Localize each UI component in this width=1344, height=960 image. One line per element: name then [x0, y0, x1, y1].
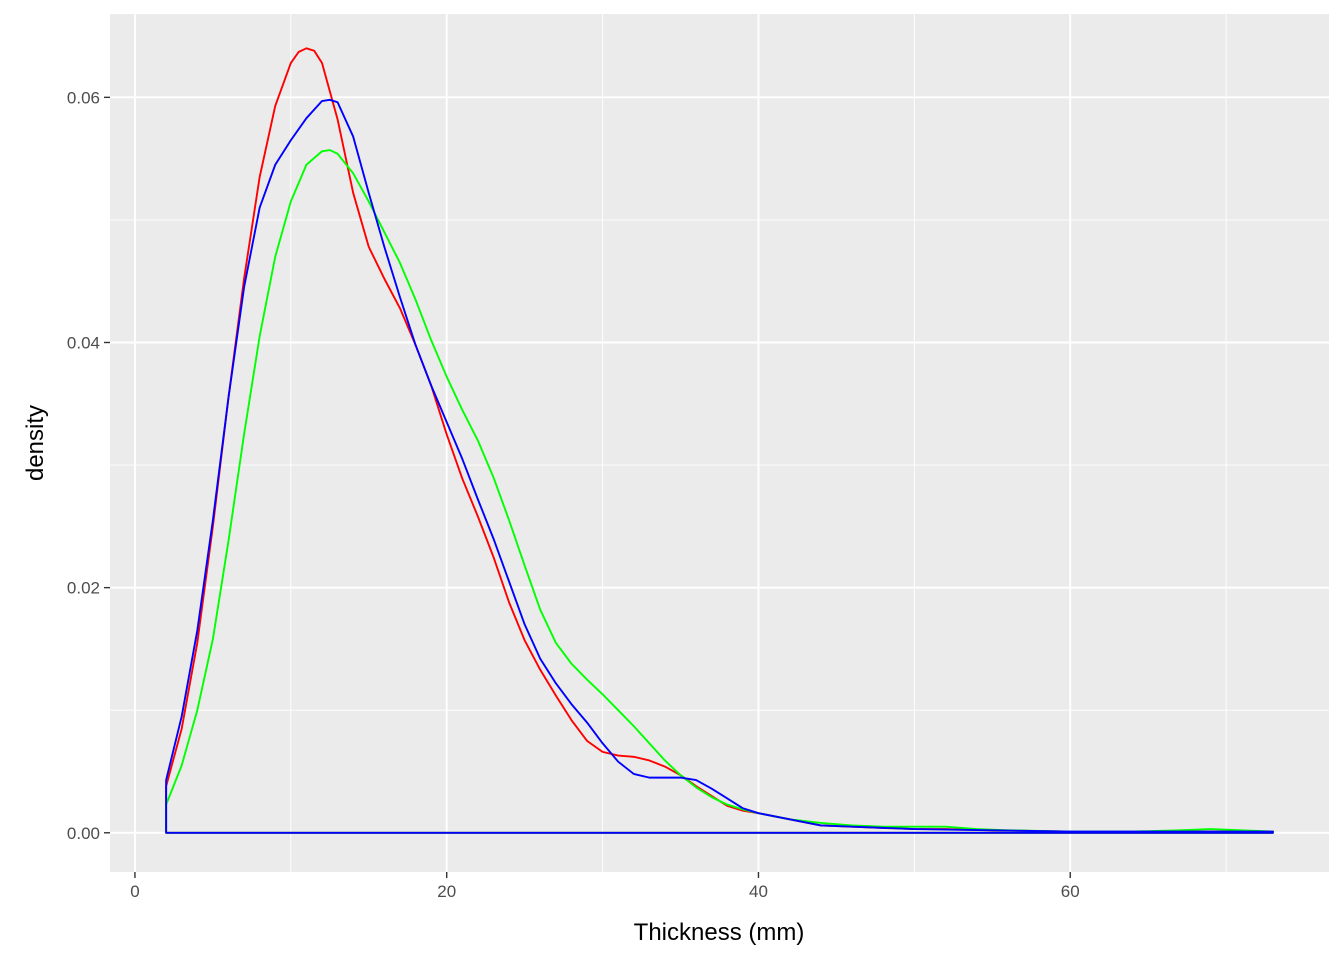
panel-background [110, 14, 1329, 872]
x-tick-label: 40 [749, 882, 768, 901]
y-tick-label: 0.04 [67, 333, 100, 352]
x-tick-label: 20 [437, 882, 456, 901]
density-series-2 [165, 149, 1274, 834]
x-axis-title: Thickness (mm) [634, 919, 805, 946]
y-axis-title: density [22, 405, 49, 481]
minor-gridlines [110, 14, 1329, 872]
x-axis: 0 20 40 60 [130, 872, 1080, 901]
series-lines [165, 47, 1274, 834]
density-series-3 [165, 98, 1274, 834]
y-axis: 0.00 0.02 0.04 0.06 [67, 88, 110, 843]
x-tick-label: 0 [130, 882, 139, 901]
x-tick-label: 60 [1061, 882, 1080, 901]
y-tick-label: 0.00 [67, 824, 100, 843]
y-tick-label: 0.02 [67, 579, 100, 598]
y-tick-label: 0.06 [67, 88, 100, 107]
